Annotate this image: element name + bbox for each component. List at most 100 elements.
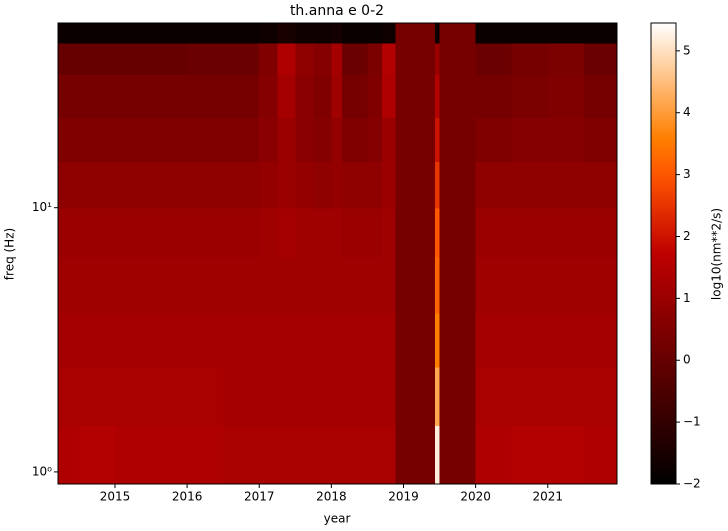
heatmap-cell (114, 207, 152, 258)
heatmap-cell (475, 257, 513, 314)
heatmap-cell (223, 117, 260, 162)
heatmap-cell (223, 425, 260, 485)
heatmap-cell (151, 257, 188, 314)
heatmap-cell (439, 366, 477, 426)
heatmap-cell (381, 117, 397, 162)
heatmap-cell (475, 161, 513, 209)
heatmap-cell (381, 161, 397, 209)
colorbar-tick-label: 5 (683, 43, 691, 57)
heatmap-cell (114, 257, 152, 314)
colorbar-tick-label: −2 (683, 477, 701, 491)
heatmap-cell (381, 23, 397, 44)
heatmap-cell (114, 23, 152, 44)
heatmap-cell (367, 43, 383, 75)
heatmap-cell (342, 425, 369, 485)
heatmap-cell (295, 117, 314, 162)
heatmap-cell (331, 207, 343, 258)
x-tick-label: 2017 (244, 490, 275, 504)
heatmap-cell (395, 74, 436, 118)
heatmap-cell (367, 425, 383, 485)
heatmap-cell (511, 312, 549, 368)
heatmap-cell (58, 161, 80, 209)
heatmap-cell (313, 117, 332, 162)
heatmap-cell (435, 43, 441, 75)
heatmap-cell (583, 425, 618, 485)
heatmap-cell (439, 207, 477, 258)
heatmap-cell (187, 257, 224, 314)
heatmap-cell (547, 117, 585, 162)
heatmap-cell (511, 257, 549, 314)
heatmap-cell (583, 117, 618, 162)
heatmap-cell (435, 161, 441, 209)
heatmap-cell (381, 74, 397, 118)
heatmap-cell (187, 425, 224, 485)
heatmap-cell (439, 161, 477, 209)
heatmap-cell (435, 207, 441, 258)
heatmap-cell (435, 117, 441, 162)
heatmap-cell (435, 257, 441, 314)
heatmap-cell (259, 366, 278, 426)
heatmap-cell (223, 207, 260, 258)
heatmap-cell (223, 74, 260, 118)
heatmap-cell (381, 207, 397, 258)
heatmap-cell (78, 23, 116, 44)
heatmap-cell (395, 117, 436, 162)
heatmap-cell (313, 74, 332, 118)
heatmap-cell (151, 312, 188, 368)
x-tick-label: 2020 (460, 490, 491, 504)
heatmap-cell (187, 312, 224, 368)
heatmap-cell (223, 43, 260, 75)
heatmap-cell (277, 425, 296, 485)
heatmap-cell (395, 43, 436, 75)
heatmap-cell (277, 23, 296, 44)
heatmap-cell (547, 366, 585, 426)
heatmap-cell (395, 161, 436, 209)
heatmap-cell (439, 257, 477, 314)
heatmap-cell (439, 23, 477, 44)
chart-title: th.anna e 0-2 (290, 3, 384, 19)
heatmap-cell (151, 161, 188, 209)
heatmap-cell (511, 425, 549, 485)
heatmap-cell (475, 74, 513, 118)
heatmap-cell (439, 425, 477, 485)
heatmap-cell (295, 425, 314, 485)
y-tick-label: 10¹ (32, 200, 52, 214)
heatmap-cell (223, 366, 260, 426)
heatmap-cell (277, 312, 296, 368)
heatmap-cell (395, 366, 436, 426)
colorbar (650, 22, 677, 485)
heatmap-cell (583, 207, 618, 258)
heatmap-cell (331, 74, 343, 118)
heatmap-cell (395, 207, 436, 258)
heatmap-cell (395, 23, 436, 44)
heatmap-cell (295, 43, 314, 75)
heatmap-cell (295, 207, 314, 258)
heatmap-cell (547, 161, 585, 209)
heatmap-cell (342, 366, 369, 426)
heatmap-cell (259, 257, 278, 314)
heatmap-cell (313, 23, 332, 44)
heatmap-cell (58, 117, 80, 162)
heatmap-cell (367, 23, 383, 44)
x-tick-label: 2019 (388, 490, 419, 504)
heatmap-cell (58, 207, 80, 258)
x-tick-label: 2018 (316, 490, 347, 504)
heatmap-cell (223, 23, 260, 44)
heatmap-cell (58, 366, 80, 426)
heatmap (58, 23, 618, 485)
heatmap-cell (381, 425, 397, 485)
heatmap-cell (58, 74, 80, 118)
heatmap-cell (78, 425, 116, 485)
colorbar-label: log10(nm**2/s) (710, 208, 724, 300)
heatmap-cell (367, 74, 383, 118)
heatmap-cell (435, 425, 441, 485)
plot-frame (57, 22, 618, 485)
heatmap-cell (277, 161, 296, 209)
heatmap-cell (58, 425, 80, 485)
x-tick-label: 2015 (100, 490, 131, 504)
heatmap-cell (367, 366, 383, 426)
heatmap-cell (511, 117, 549, 162)
heatmap-cell (367, 312, 383, 368)
heatmap-cell (259, 23, 278, 44)
heatmap-cell (313, 257, 332, 314)
